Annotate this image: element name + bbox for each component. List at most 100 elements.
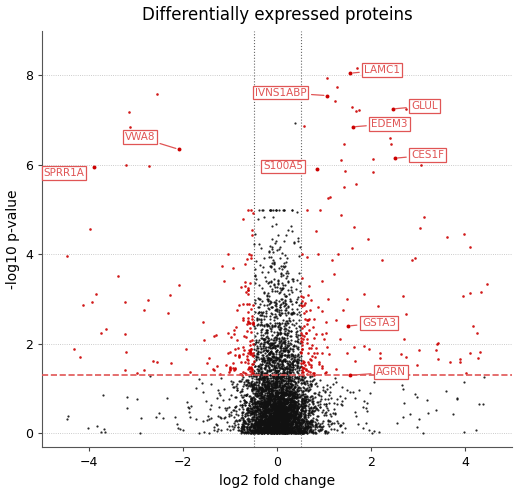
Point	[274, 417, 282, 425]
Point	[272, 373, 281, 381]
Point	[220, 278, 228, 286]
Point	[279, 370, 287, 377]
Point	[248, 404, 256, 412]
Point	[341, 394, 349, 402]
Point	[285, 351, 293, 359]
Point	[290, 424, 298, 432]
Point	[434, 339, 442, 347]
Point	[254, 417, 263, 425]
Point	[261, 398, 269, 406]
Point	[295, 419, 304, 427]
Point	[258, 394, 267, 402]
Point	[282, 421, 291, 429]
Point	[423, 396, 431, 404]
Point	[292, 423, 300, 431]
Point	[234, 423, 242, 431]
Point	[385, 134, 394, 142]
Point	[239, 415, 248, 423]
Point	[258, 385, 267, 393]
Point	[301, 402, 310, 410]
Point	[278, 375, 286, 383]
Point	[313, 382, 322, 390]
Point	[280, 415, 288, 423]
Point	[257, 386, 265, 394]
Point	[264, 377, 272, 385]
Point	[248, 376, 256, 384]
Point	[268, 350, 277, 358]
Point	[271, 411, 280, 418]
Point	[279, 357, 287, 365]
Point	[258, 371, 266, 379]
Point	[262, 373, 270, 381]
Point	[295, 408, 303, 416]
Point	[257, 368, 265, 376]
Point	[249, 423, 257, 431]
Point	[285, 404, 294, 412]
Point	[282, 412, 290, 419]
Point	[280, 263, 289, 271]
Point	[288, 411, 296, 419]
Point	[255, 416, 263, 424]
Point	[249, 422, 257, 430]
Point	[265, 394, 274, 402]
Point	[280, 369, 289, 376]
Point	[278, 425, 286, 433]
Point	[260, 370, 268, 377]
Point	[246, 425, 254, 433]
Point	[269, 415, 278, 423]
Point	[278, 417, 286, 425]
Point	[152, 413, 160, 421]
Point	[238, 409, 246, 417]
Point	[246, 347, 254, 355]
Point	[286, 406, 294, 413]
Point	[280, 415, 288, 423]
Point	[296, 425, 304, 433]
Point	[232, 411, 240, 418]
Point	[289, 308, 297, 316]
Point	[288, 405, 296, 412]
Point	[279, 382, 287, 390]
Point	[284, 396, 293, 404]
Point	[237, 358, 245, 366]
Point	[287, 428, 296, 436]
Point	[254, 415, 262, 423]
Point	[275, 411, 283, 418]
Point	[283, 368, 291, 376]
Point	[274, 388, 282, 396]
Point	[286, 404, 295, 412]
Point	[261, 402, 269, 410]
Point	[249, 429, 257, 437]
Point	[256, 424, 265, 432]
Point	[264, 385, 272, 393]
Point	[270, 394, 278, 402]
Point	[322, 402, 330, 410]
Point	[303, 383, 311, 391]
Point	[255, 402, 264, 410]
Point	[284, 398, 292, 406]
Point	[267, 410, 276, 417]
Point	[281, 419, 289, 427]
Point	[283, 370, 291, 377]
Point	[276, 392, 284, 400]
Point	[254, 350, 262, 358]
Point	[302, 422, 310, 430]
Point	[282, 346, 291, 354]
Point	[278, 429, 286, 437]
Point	[269, 426, 277, 434]
Point	[276, 301, 284, 309]
Point	[289, 401, 297, 409]
Point	[234, 344, 242, 352]
Point	[419, 429, 427, 437]
Point	[332, 316, 340, 324]
Point	[280, 389, 288, 397]
Point	[243, 328, 251, 335]
Point	[272, 388, 281, 396]
Point	[325, 417, 333, 425]
Point	[306, 425, 314, 433]
Point	[268, 366, 277, 373]
Point	[258, 396, 266, 404]
Point	[270, 359, 279, 367]
Point	[281, 351, 290, 359]
Point	[291, 418, 299, 426]
Point	[235, 426, 243, 434]
